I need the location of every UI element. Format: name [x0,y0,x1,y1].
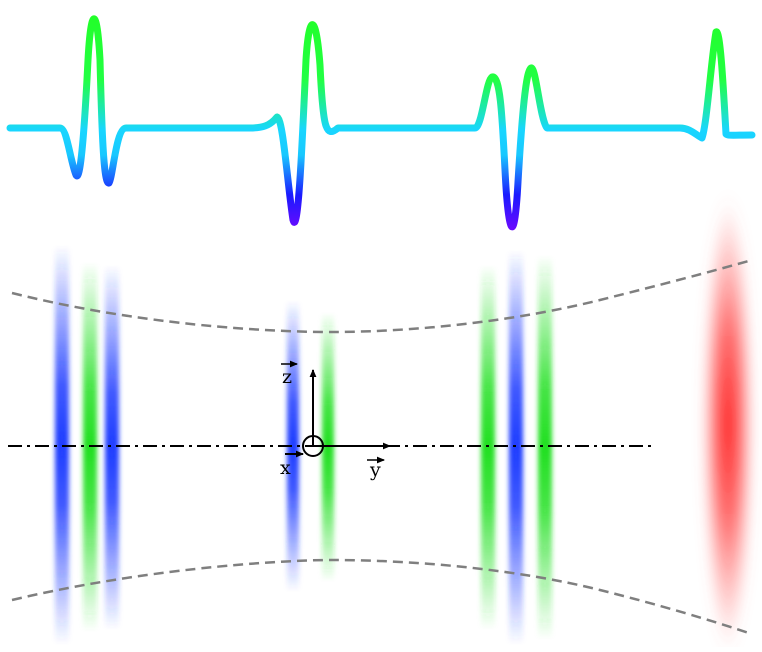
band-right-green-1 [481,265,495,630]
band-center-blue [287,300,299,592]
beam-boundary-top [11,258,753,334]
pulse-bands [55,200,754,650]
band-right-green-2 [538,255,552,640]
z-axis-label: z [282,366,292,388]
x-axis-label: x [280,457,291,479]
signal-waveform [6,15,756,231]
band-far-right-red [702,200,754,650]
origin-circle [302,435,324,457]
band-left-blue-2 [105,265,119,630]
coordinate-axes: z x y [280,360,391,481]
beam-boundary-bottom [11,558,753,636]
band-right-blue [509,250,523,645]
y-axis-label: y [369,459,381,481]
